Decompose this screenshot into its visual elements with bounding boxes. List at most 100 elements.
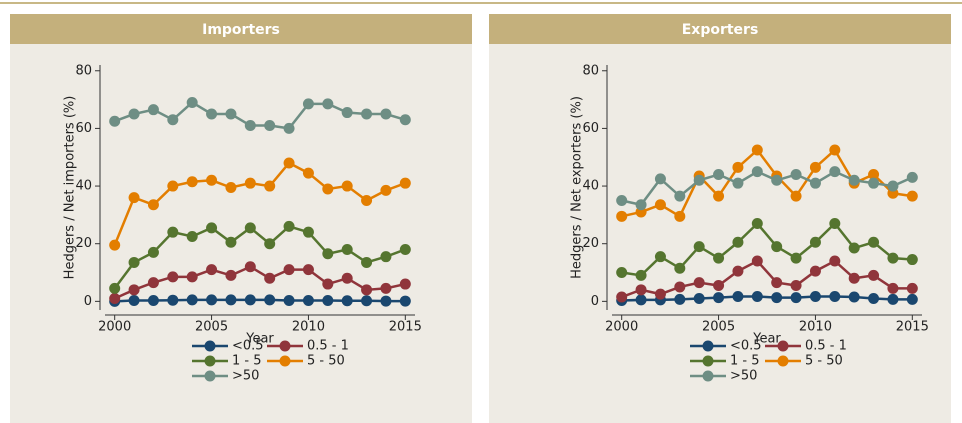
series-point [206,294,218,306]
series-line [621,295,913,302]
y-axis-label: Hedgers / Net importers (%) [63,96,78,280]
legend-label: 1 - 5 [730,354,760,369]
series-point [790,169,802,181]
legend-label: <0.5 [730,339,762,354]
series-point [674,210,686,222]
series-point [809,265,821,277]
legend-label: 0.5 - 1 [307,339,349,354]
x-tick-label: 2005 [702,320,735,335]
x-tick-label: 2000 [98,320,131,335]
series-point [225,108,237,120]
series-point [829,255,841,267]
series-point [128,192,140,204]
series-point [244,222,256,234]
series-point [829,166,841,178]
series-point [732,265,744,277]
series-point [693,277,705,289]
series-point [206,174,218,186]
series-point [771,241,783,253]
series-point [868,292,880,304]
series-line [621,148,913,219]
series-point [361,284,373,296]
series-point [283,157,295,169]
y-tick-label: 20 [582,236,599,251]
series-point [829,290,841,302]
series-point [341,243,353,255]
series-point [380,282,392,294]
series-point [225,269,237,281]
series-point [167,114,179,126]
series-point [341,180,353,192]
series-point [322,98,334,110]
legend-marker [204,355,216,367]
series-point [225,182,237,193]
series-point [128,108,140,120]
series-point [361,194,373,206]
series-point [732,177,744,189]
series-point [186,294,198,306]
series-line [114,100,406,130]
panel-background [10,14,472,423]
series-point [868,269,880,281]
series-point [887,252,899,264]
series-point [906,293,918,305]
series-point [654,251,666,263]
series-point [751,166,763,178]
y-tick-label: 60 [75,121,92,136]
series-point [399,177,411,189]
series-point [341,107,353,119]
legend-marker [702,370,714,382]
legend-marker [702,355,714,367]
series-point [732,290,744,302]
series-point [361,256,373,268]
series-point [128,284,140,296]
legend-label: 0.5 - 1 [805,339,847,354]
series-point [322,294,334,306]
series-line [114,298,406,303]
series-point [109,282,121,294]
series-point [635,284,647,296]
series-point [206,264,218,276]
legend-label: >50 [232,369,259,384]
series-point [693,241,705,253]
series-point [713,169,725,181]
series-point [674,190,686,202]
x-tick-label: 2015 [896,320,929,335]
series-point [167,294,179,306]
series-point [868,169,880,181]
series-point [244,177,256,189]
x-axis-label: Year [752,332,781,347]
panel-background [489,14,951,423]
series-point [128,256,140,268]
series-point [829,218,841,230]
series-point [322,183,334,195]
series-point [380,108,392,120]
series-point [186,96,198,108]
series-point [635,269,647,281]
series-point [244,120,256,132]
series-point [283,122,295,134]
series-point [751,255,763,267]
series-point [848,272,860,284]
series-point [674,293,686,305]
series-point [713,252,725,264]
series-point [868,236,880,248]
legend-marker [702,340,714,352]
series-point [264,120,276,132]
x-tick-label: 2010 [799,320,832,335]
series-point [751,290,763,302]
series-point [399,295,411,307]
series-point [399,243,411,255]
series-point [732,236,744,248]
series-line [621,259,913,299]
panel: Exporters 0 20 40 60 80 2000 2005 2010 2015 Year He… [489,14,951,423]
series-point [771,292,783,304]
series-point [790,280,802,291]
series-point [790,252,802,264]
series-point [809,290,821,302]
series-point [167,180,179,192]
series-point [109,115,121,127]
legend-marker [777,355,789,367]
legend-label: <0.5 [232,339,264,354]
series-point [848,291,860,303]
